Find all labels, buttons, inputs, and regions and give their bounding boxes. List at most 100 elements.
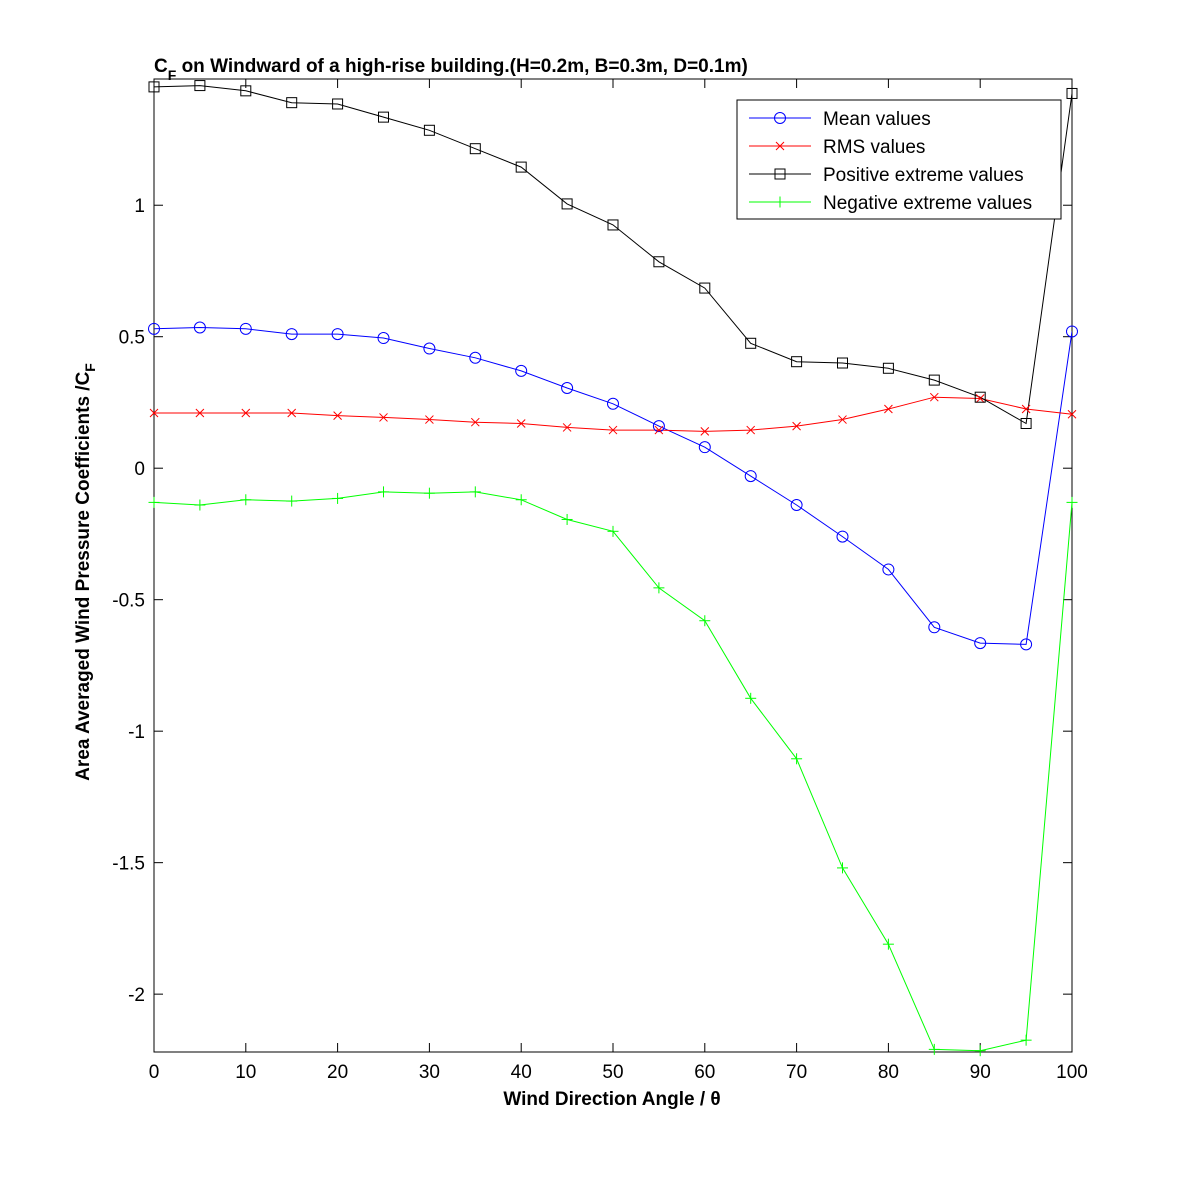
data-point-negative-extreme-values bbox=[194, 499, 206, 511]
data-point-mean-values bbox=[836, 530, 849, 543]
data-point-rms-values bbox=[1021, 404, 1031, 414]
data-point-rms-values bbox=[929, 392, 939, 402]
data-point-rms-values bbox=[379, 413, 388, 422]
data-point-negative-extreme-values bbox=[653, 582, 665, 594]
data-point-mean-values bbox=[469, 351, 482, 364]
data-point-rms-values bbox=[425, 415, 434, 424]
data-point-negative-extreme-values bbox=[148, 496, 160, 508]
data-point-negative-extreme-values bbox=[240, 494, 252, 506]
x-tick-label: 20 bbox=[327, 1062, 348, 1083]
chart-title-subscript: F bbox=[168, 67, 177, 83]
data-point-positive-extreme-values bbox=[653, 256, 665, 268]
legend-label: Positive extreme values bbox=[823, 165, 1024, 186]
y-tick-label: -0.5 bbox=[112, 591, 145, 612]
data-point-mean-values bbox=[377, 332, 390, 345]
data-point-rms-values bbox=[1067, 409, 1077, 419]
data-point-mean-values bbox=[561, 381, 574, 394]
data-point-mean-values bbox=[148, 322, 160, 335]
chart-title: CF on Windward of a high-rise building.(… bbox=[154, 56, 748, 83]
series-line-mean-values bbox=[154, 326, 1072, 645]
data-point-mean-values bbox=[790, 499, 803, 512]
y-tick-label: 0 bbox=[134, 459, 145, 480]
data-point-rms-values bbox=[700, 427, 710, 436]
data-point-rms-values bbox=[241, 408, 251, 418]
data-point-mean-values bbox=[423, 342, 436, 355]
data-point-negative-extreme-values bbox=[974, 1045, 986, 1057]
legend-label: Negative extreme values bbox=[823, 193, 1032, 214]
legend: Mean values RMS values Positive extreme va… bbox=[736, 99, 1062, 220]
legend-entry-negative-extreme-values: Negative extreme values bbox=[749, 193, 1032, 214]
y-tick-labels: -2 -1.5 -1 -0.5 0 0.5 1 bbox=[112, 196, 145, 1006]
x-tick-label: 10 bbox=[235, 1062, 256, 1083]
x-tick-label: 60 bbox=[694, 1062, 715, 1083]
x-tick-label: 0 bbox=[149, 1062, 160, 1083]
data-point-positive-extreme-values bbox=[928, 374, 940, 386]
chart-title-rest: on Windward of a high-rise building.(H=0… bbox=[176, 56, 748, 77]
data-point-rms-values bbox=[884, 404, 893, 414]
data-point-negative-extreme-values bbox=[286, 495, 298, 507]
data-point-mean-values bbox=[515, 364, 528, 377]
data-point-mean-values bbox=[285, 328, 298, 341]
data-point-mean-values bbox=[1066, 325, 1078, 338]
x-tick-label: 50 bbox=[602, 1062, 623, 1083]
x-tick-labels: 0 10 20 30 40 50 60 70 80 90 100 bbox=[149, 1062, 1088, 1083]
data-point-negative-extreme-values bbox=[791, 753, 803, 765]
data-point-negative-extreme-values bbox=[837, 862, 848, 874]
x-axis-title: Wind Direction Angle / θ bbox=[503, 1089, 720, 1110]
y-axis-title: Area Averaged Wind Pressure Coefficients… bbox=[73, 363, 98, 781]
markers-layer bbox=[148, 80, 1078, 1057]
y-axis-title-main: Area Averaged Wind Pressure Coefficients… bbox=[73, 371, 94, 780]
y-tick-label: -1.5 bbox=[112, 854, 145, 875]
data-point-rms-values bbox=[838, 415, 847, 424]
data-point-rms-values bbox=[149, 408, 159, 418]
data-point-negative-extreme-values bbox=[928, 1043, 940, 1055]
data-point-mean-values bbox=[744, 470, 757, 483]
x-tick-label: 30 bbox=[419, 1062, 440, 1083]
data-point-positive-extreme-values bbox=[332, 98, 344, 110]
data-point-rms-values bbox=[333, 411, 342, 420]
data-point-positive-extreme-values bbox=[423, 124, 435, 136]
data-point-negative-extreme-values bbox=[745, 692, 757, 704]
data-point-rms-values bbox=[470, 417, 480, 427]
data-point-positive-extreme-values bbox=[699, 282, 711, 294]
data-point-positive-extreme-values bbox=[148, 81, 160, 93]
data-point-rms-values bbox=[516, 419, 526, 428]
y-tick-label: 0.5 bbox=[119, 328, 145, 349]
legend-entry-mean-values: Mean values bbox=[749, 109, 931, 130]
data-point-negative-extreme-values bbox=[699, 615, 711, 627]
data-point-rms-values bbox=[654, 425, 664, 435]
y-tick-label: 1 bbox=[134, 196, 145, 217]
data-point-rms-values bbox=[746, 425, 756, 435]
chart-title-main: C bbox=[154, 56, 168, 77]
data-point-rms-values bbox=[792, 421, 801, 431]
data-point-positive-extreme-values bbox=[286, 97, 298, 109]
data-point-negative-extreme-values bbox=[423, 487, 435, 499]
data-point-negative-extreme-values bbox=[469, 486, 481, 498]
data-point-mean-values bbox=[193, 321, 206, 334]
data-point-negative-extreme-values bbox=[607, 525, 619, 537]
data-point-negative-extreme-values bbox=[378, 486, 389, 498]
legend-label: RMS values bbox=[823, 137, 925, 158]
x-tick-label: 70 bbox=[786, 1062, 807, 1083]
legend-marker bbox=[774, 168, 786, 180]
data-point-mean-values bbox=[331, 328, 344, 341]
data-point-mean-values bbox=[882, 563, 895, 576]
data-point-mean-values bbox=[652, 420, 665, 433]
legend-items: Mean values RMS values Positive extreme va… bbox=[749, 109, 1032, 214]
y-tick-label: -2 bbox=[128, 985, 145, 1006]
data-point-negative-extreme-values bbox=[882, 938, 894, 950]
series-line-positive-extreme-values bbox=[154, 85, 1072, 425]
y-tick-label: -1 bbox=[128, 722, 145, 743]
data-point-rms-values bbox=[195, 408, 205, 418]
data-point-positive-extreme-values bbox=[561, 198, 573, 210]
data-point-rms-values bbox=[562, 423, 572, 432]
data-point-positive-extreme-values bbox=[791, 356, 803, 368]
data-point-positive-extreme-values bbox=[515, 161, 527, 173]
data-point-mean-values bbox=[928, 621, 941, 634]
data-point-negative-extreme-values bbox=[561, 513, 573, 525]
data-point-positive-extreme-values bbox=[1020, 417, 1032, 429]
x-tick-label: 90 bbox=[970, 1062, 991, 1083]
data-point-negative-extreme-values bbox=[332, 492, 344, 504]
legend-marker bbox=[775, 141, 785, 151]
